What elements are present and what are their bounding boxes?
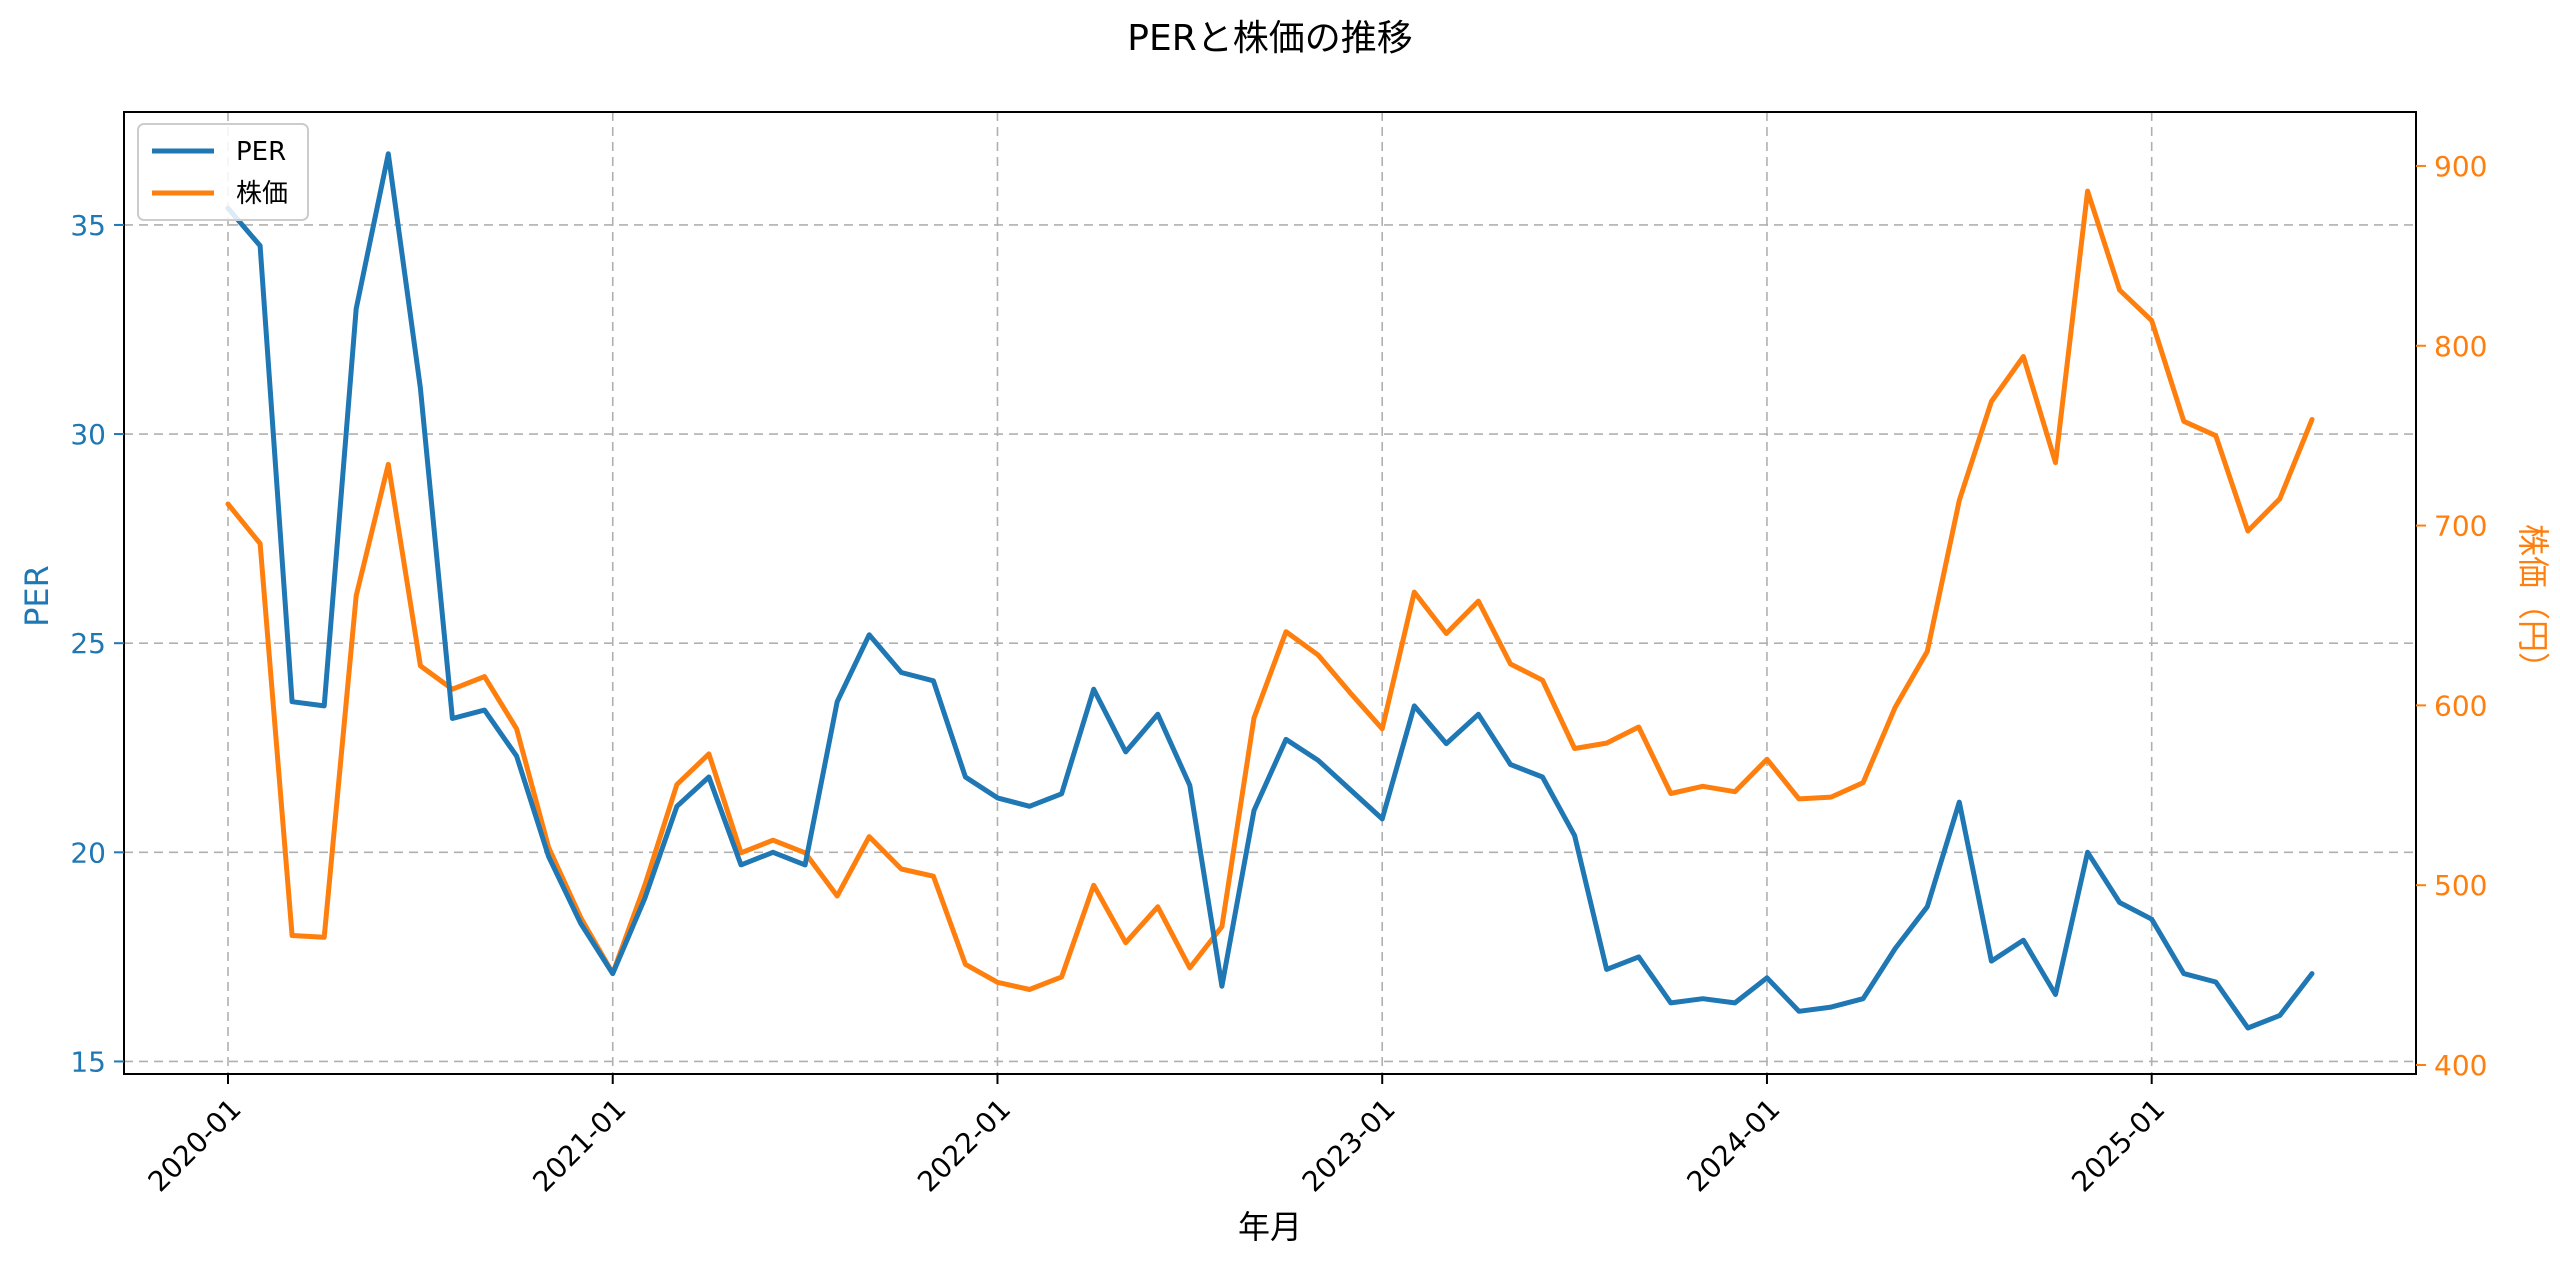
grid	[124, 112, 2416, 1074]
chart-title: PERと株価の推移	[1127, 18, 1412, 59]
x-tick-label: 2024-01	[1681, 1092, 1787, 1198]
x-tick-label: 2022-01	[911, 1092, 1017, 1198]
legend-box	[137, 123, 309, 221]
y-right-tick-label: 800	[2434, 330, 2487, 363]
plot-frame	[123, 111, 2417, 1075]
y-right-tick-label: 900	[2434, 150, 2487, 183]
y-axis-right-label: 株価（円）	[2514, 524, 2552, 684]
y-right-tick-label: 600	[2434, 689, 2487, 722]
x-tick-label: 2021-01	[526, 1092, 632, 1198]
y-left-tick-label: 15	[70, 1045, 106, 1078]
x-tick-label: 2023-01	[1296, 1092, 1402, 1198]
legend: PER 株価	[137, 123, 309, 221]
y-right-tick-label: 400	[2434, 1049, 2487, 1082]
y-right-tick-label: 700	[2434, 510, 2487, 543]
legend-label-per: PER	[236, 137, 286, 167]
x-axis-label: 年月	[1238, 1208, 1302, 1246]
x-tick-label: 2025-01	[2065, 1092, 2171, 1198]
y-axis-left-label: PER	[18, 565, 56, 627]
price-line	[225, 188, 2315, 992]
per-line	[225, 151, 2315, 1031]
y-right-tick-label: 500	[2434, 869, 2487, 902]
y-left-tick-label: 35	[70, 209, 106, 242]
y-left-tick-label: 25	[70, 627, 106, 660]
y-left-tick-label: 20	[70, 836, 106, 869]
legend-label-price: 株価	[236, 179, 288, 209]
y-left-tick-label: 30	[70, 418, 106, 451]
x-tick-label: 2020-01	[142, 1092, 248, 1198]
series-layer	[225, 151, 2315, 1031]
